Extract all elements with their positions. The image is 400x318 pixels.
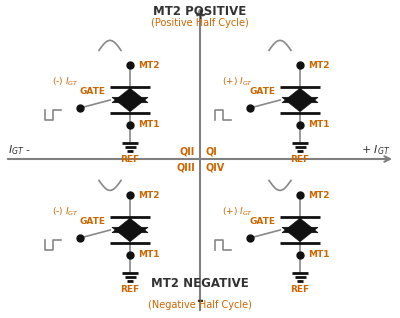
Text: (Negative Half Cycle): (Negative Half Cycle) [148, 300, 252, 310]
Polygon shape [282, 97, 318, 112]
Text: MT2: MT2 [308, 191, 330, 200]
Text: (+) $I_{GT}$: (+) $I_{GT}$ [222, 205, 253, 218]
Text: MT1: MT1 [138, 120, 160, 129]
Text: GATE: GATE [79, 87, 105, 96]
Text: (-) $I_{GT}$: (-) $I_{GT}$ [52, 75, 79, 88]
Text: + $I_{GT}$: + $I_{GT}$ [360, 143, 390, 157]
Text: REF: REF [120, 285, 140, 294]
Text: QII: QII [180, 146, 195, 156]
Polygon shape [112, 88, 148, 103]
Text: +: + [194, 8, 206, 22]
Text: (Positive Half Cycle): (Positive Half Cycle) [151, 18, 249, 28]
Text: $I_{GT}$ -: $I_{GT}$ - [8, 143, 31, 157]
Polygon shape [112, 97, 148, 112]
Text: MT2 POSITIVE: MT2 POSITIVE [153, 5, 247, 18]
Text: (+) $I_{GT}$: (+) $I_{GT}$ [222, 75, 253, 88]
Polygon shape [112, 227, 148, 242]
Text: GATE: GATE [79, 217, 105, 226]
Text: GATE: GATE [249, 87, 275, 96]
Text: REF: REF [120, 155, 140, 163]
Text: -: - [196, 292, 204, 310]
Polygon shape [282, 227, 318, 242]
Polygon shape [282, 218, 318, 233]
Text: QI: QI [205, 146, 217, 156]
Text: MT1: MT1 [308, 250, 330, 259]
Text: REF: REF [290, 285, 310, 294]
Text: MT2 NEGATIVE: MT2 NEGATIVE [151, 277, 249, 290]
Text: QIV: QIV [205, 162, 224, 172]
Text: MT2: MT2 [138, 191, 160, 200]
Text: MT1: MT1 [138, 250, 160, 259]
Polygon shape [282, 88, 318, 103]
Text: QIII: QIII [176, 162, 195, 172]
Text: REF: REF [290, 155, 310, 163]
Polygon shape [112, 218, 148, 233]
Text: MT2: MT2 [308, 61, 330, 70]
Text: MT1: MT1 [308, 120, 330, 129]
Text: (-) $I_{GT}$: (-) $I_{GT}$ [52, 205, 79, 218]
Text: GATE: GATE [249, 217, 275, 226]
Text: MT2: MT2 [138, 61, 160, 70]
